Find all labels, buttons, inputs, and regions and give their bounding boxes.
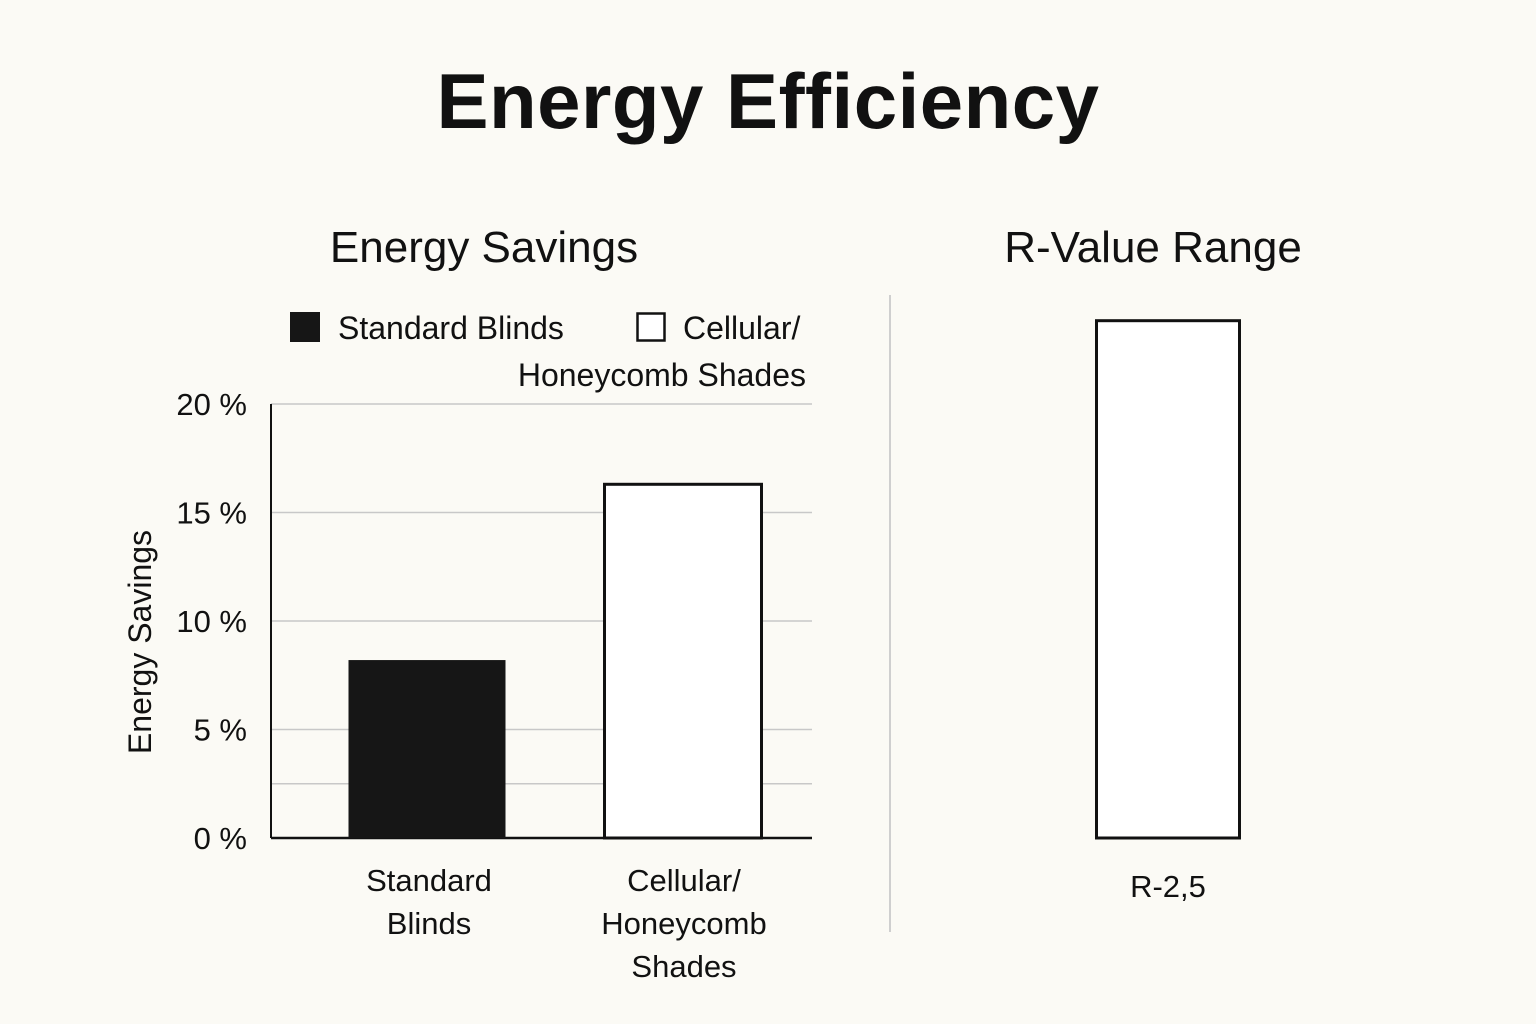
energy-savings-y-tick-label: 15 % bbox=[176, 496, 247, 531]
legend-swatch-standard-blinds bbox=[290, 312, 320, 342]
r-value-chart-title: R-Value Range bbox=[1004, 223, 1302, 272]
energy-savings-chart-title: Energy Savings bbox=[330, 223, 638, 272]
energy-savings-y-tick-label: 10 % bbox=[176, 604, 247, 639]
r-value-x-labels: R-2,5 bbox=[1130, 869, 1206, 904]
bar-cellular-honeycomb-shades bbox=[603, 482, 763, 840]
legend-label-cellular-honeycomb-shades: Cellular/ bbox=[683, 310, 800, 346]
page-title: Energy Efficiency bbox=[436, 57, 1100, 145]
energy-savings-x-tick-label: Shades bbox=[631, 949, 736, 984]
legend-swatch-cellular-honeycomb-shades bbox=[636, 312, 666, 342]
energy-savings-x-tick-label: Standard bbox=[366, 863, 492, 898]
energy-savings-x-tick-label: Honeycomb bbox=[601, 906, 766, 941]
energy-savings-legend: Standard Blinds Cellular/Honeycomb Shades bbox=[290, 310, 806, 393]
energy-savings-y-tick-label: 5 % bbox=[194, 713, 247, 748]
bar-r-value bbox=[1095, 319, 1241, 840]
legend-label-standard-blinds: Standard Blinds bbox=[338, 310, 564, 346]
energy-savings-x-tick-label: Cellular/ bbox=[627, 863, 741, 898]
energy-savings-y-ticks: 0 % 5 % 10 % 15 % 20 % bbox=[176, 387, 247, 856]
energy-savings-x-tick-label: Blinds bbox=[387, 906, 471, 941]
r-value-x-tick-label: R-2,5 bbox=[1130, 869, 1206, 904]
legend-label-cellular-honeycomb-shades: Honeycomb Shades bbox=[518, 357, 806, 393]
energy-savings-y-tick-label: 0 % bbox=[194, 821, 247, 856]
energy-savings-x-labels: Standard Blinds Cellular/Honeycomb Shades bbox=[366, 863, 767, 984]
energy-savings-y-axis-label: Energy Savings bbox=[122, 530, 158, 754]
bar-standard-blinds bbox=[348, 660, 506, 838]
energy-savings-y-tick-label: 20 % bbox=[176, 387, 247, 422]
r-value-bars bbox=[1095, 319, 1241, 840]
energy-savings-bars bbox=[348, 482, 763, 840]
r-value-chart: R-Value Range R-2,5 bbox=[1004, 223, 1302, 904]
energy-savings-chart: Energy Savings 0 % 5 % 10 % 15 % 20 % Standa… bbox=[122, 223, 812, 984]
